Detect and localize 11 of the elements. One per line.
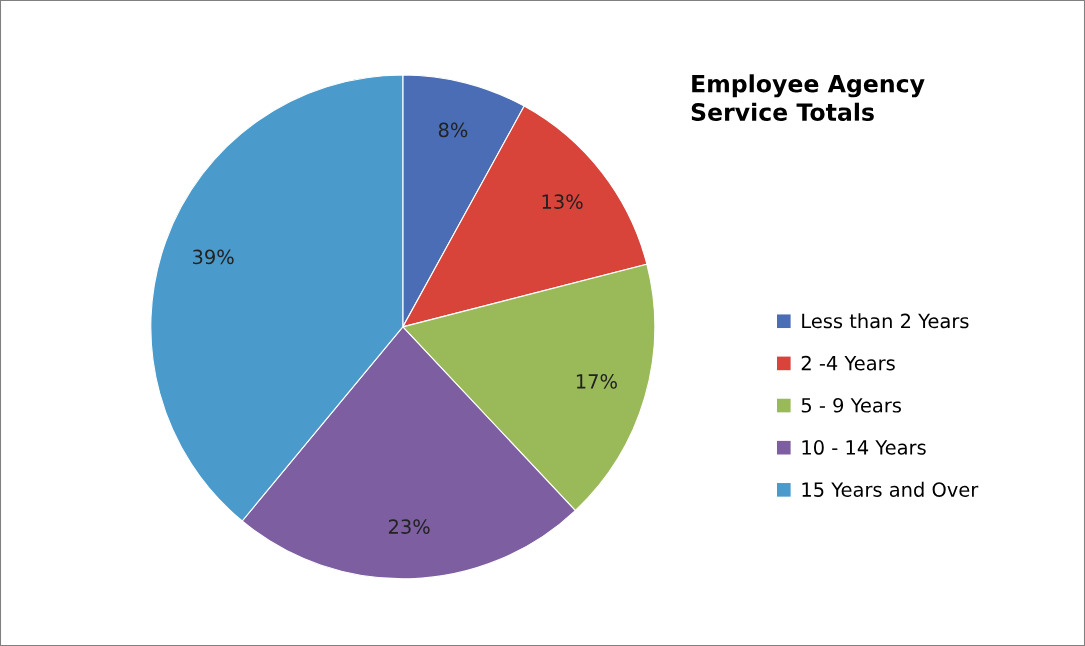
data-label: 13% xyxy=(542,194,583,209)
data-label: 17% xyxy=(576,374,617,389)
legend-label: 15 Years and Over xyxy=(802,481,979,497)
data-label: 23% xyxy=(388,519,430,534)
legend-label: 10 - 14 Years xyxy=(802,440,926,455)
data-label: 8% xyxy=(438,122,468,138)
chart-title: Employee Agency Service Totals xyxy=(691,74,925,121)
legend-label: Less than 2 Years xyxy=(802,313,969,329)
legend-label: 2 -4 Years xyxy=(801,355,895,371)
data-label: 39% xyxy=(193,249,234,265)
legend-label: 5 - 9 Years xyxy=(801,397,901,413)
